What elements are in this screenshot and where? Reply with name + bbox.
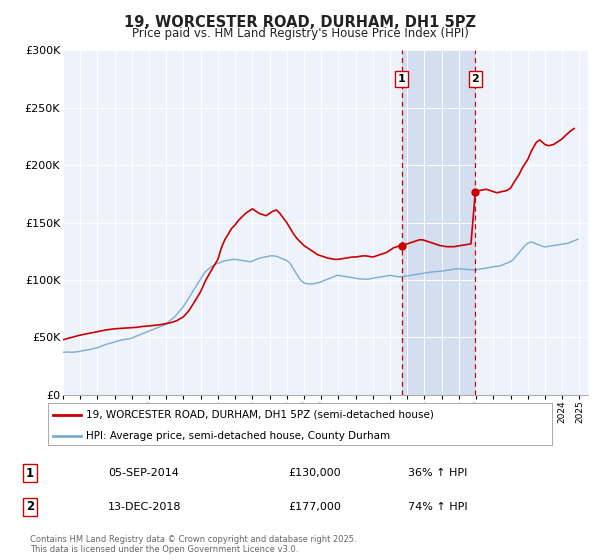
Text: 2: 2 [26,500,34,514]
Text: Price paid vs. HM Land Registry's House Price Index (HPI): Price paid vs. HM Land Registry's House … [131,27,469,40]
Text: Contains HM Land Registry data © Crown copyright and database right 2025.
This d: Contains HM Land Registry data © Crown c… [30,535,356,554]
Text: 1: 1 [26,466,34,480]
Text: 36% ↑ HPI: 36% ↑ HPI [408,468,467,478]
Text: HPI: Average price, semi-detached house, County Durham: HPI: Average price, semi-detached house,… [86,431,390,441]
Text: 13-DEC-2018: 13-DEC-2018 [108,502,182,512]
Text: 19, WORCESTER ROAD, DURHAM, DH1 5PZ (semi-detached house): 19, WORCESTER ROAD, DURHAM, DH1 5PZ (sem… [86,410,434,420]
Bar [401,50,475,395]
Text: 1: 1 [398,74,406,84]
Text: 19, WORCESTER ROAD, DURHAM, DH1 5PZ: 19, WORCESTER ROAD, DURHAM, DH1 5PZ [124,15,476,30]
Text: £130,000: £130,000 [288,468,341,478]
Text: £177,000: £177,000 [288,502,341,512]
Text: 2: 2 [472,74,479,84]
Text: 05-SEP-2014: 05-SEP-2014 [108,468,179,478]
Text: 74% ↑ HPI: 74% ↑ HPI [408,502,467,512]
